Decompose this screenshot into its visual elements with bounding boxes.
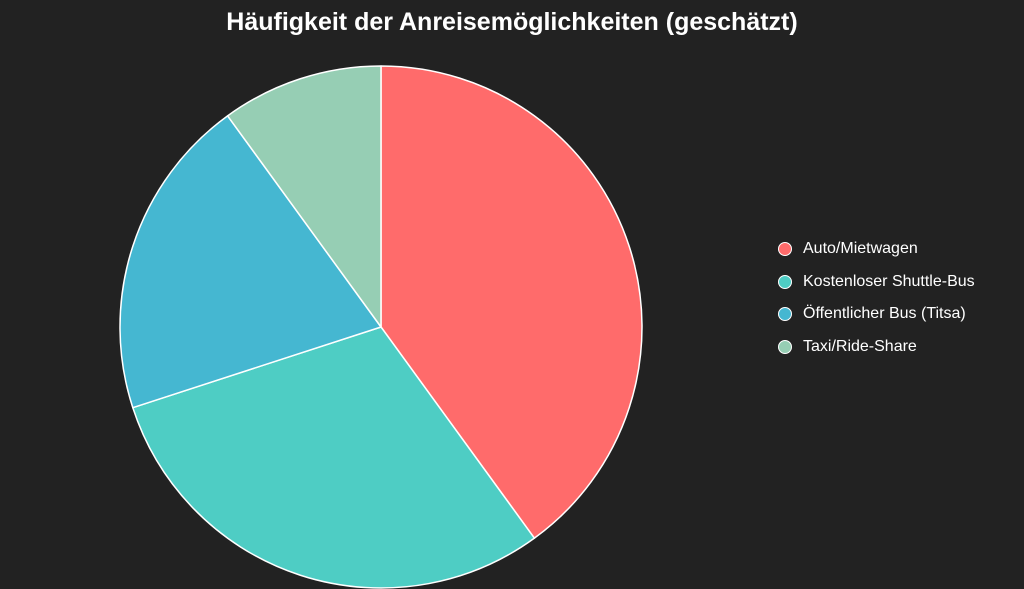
- legend-label: Kostenloser Shuttle-Bus: [803, 272, 975, 290]
- chart-title: Häufigkeit der Anreisemöglichkeiten (ges…: [226, 8, 798, 36]
- chart-legend: Auto/Mietwagen Kostenloser Shuttle-Bus Öff…: [778, 233, 975, 363]
- pie-slice-taxi-ride-share[interactable]: [226, 65, 382, 328]
- legend-item-auto-mietwagen[interactable]: Auto/Mietwagen: [778, 233, 975, 266]
- legend-swatch: [778, 339, 792, 354]
- pie-slice-offentlicher-bus-titsa[interactable]: [119, 115, 382, 409]
- legend-item-offentlicher-bus-titsa[interactable]: Öffentlicher Bus (Titsa): [778, 298, 975, 331]
- pie-slice-kostenloser-shuttle-bus[interactable]: [132, 326, 536, 589]
- legend-label: Auto/Mietwagen: [803, 240, 918, 258]
- pie-slice-auto-mietwagen[interactable]: [380, 65, 643, 539]
- legend-label: Taxi/Ride-Share: [803, 337, 917, 355]
- legend-item-taxi-ride-share[interactable]: Taxi/Ride-Share: [778, 331, 975, 364]
- legend-swatch: [778, 242, 792, 257]
- legend-swatch: [778, 307, 792, 322]
- legend-item-kostenloser-shuttle-bus[interactable]: Kostenloser Shuttle-Bus: [778, 266, 975, 299]
- legend-swatch: [778, 274, 792, 289]
- legend-label: Öffentlicher Bus (Titsa): [803, 305, 966, 323]
